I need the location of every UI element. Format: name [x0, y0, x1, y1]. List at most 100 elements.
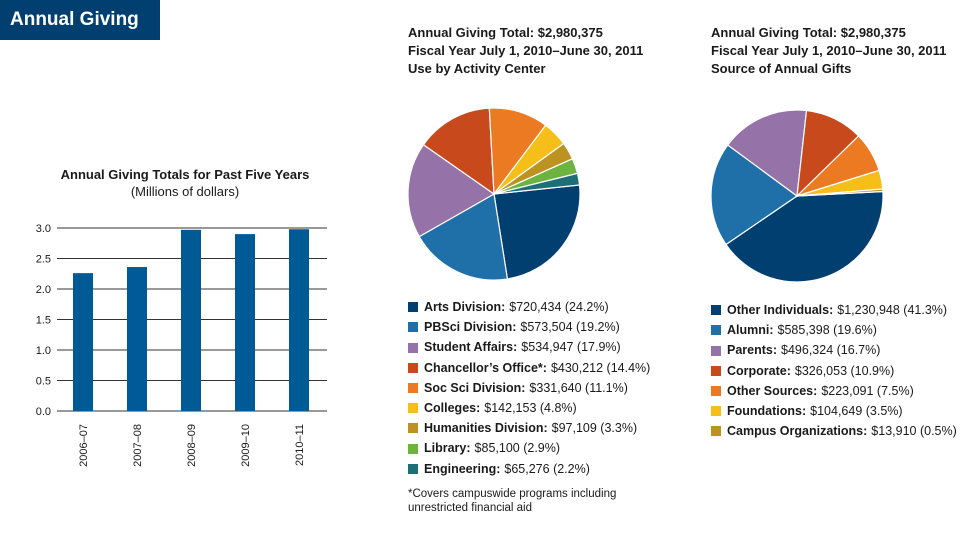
legend-label: Library: [424, 441, 471, 456]
legend-label: Alumni: [727, 323, 774, 338]
legend-label: Soc Sci Division: [424, 380, 526, 395]
legend-value: $97,109 (3.3%) [551, 421, 638, 436]
legend-label: Foundations: [727, 404, 807, 419]
bar [181, 229, 201, 411]
bar [289, 229, 309, 411]
pie2-heading-line: Source of Annual Gifts [711, 61, 852, 76]
legend-value: $430,212 (14.4%) [550, 360, 651, 375]
legend-label: Parents: [727, 343, 778, 358]
legend-value: $104,649 (3.5%) [810, 404, 903, 419]
pie-slice [493, 172, 581, 195]
legend-label: Campus Organizations: [727, 424, 868, 439]
legend-value: $496,324 (16.7%) [781, 343, 881, 358]
bar [235, 234, 255, 411]
bar-chart-title: Annual Giving Totals for Past Five Years [60, 167, 310, 182]
x-tick-label: 2010–11 [294, 424, 306, 466]
legend-item: Other Individuals: $1,230,948 (41.3%) [711, 300, 957, 320]
page-title-tab: Annual Giving [0, 0, 160, 40]
legend-value: $13,910 (0.5%) [871, 424, 957, 439]
legend-item: Arts Division: $720,434 (24.2%) [408, 297, 650, 317]
pie1-footnote: *Covers campuswide programs including un… [408, 488, 617, 514]
legend-swatch [711, 365, 721, 376]
y-tick-label: 2.5 [36, 254, 51, 266]
legend-item: PBSci Division: $573,504 (19.2%) [408, 317, 650, 337]
legend-swatch [711, 325, 721, 336]
legend-swatch [408, 302, 418, 313]
y-tick-label: 3.0 [36, 223, 51, 235]
pie2-heading: Annual Giving Total: $2,980,375 Fiscal Y… [711, 24, 946, 78]
legend-label: Engineering: [424, 461, 501, 476]
x-tick-label: 2006–07 [78, 424, 90, 467]
legend-item: Parents: $496,324 (16.7%) [711, 340, 957, 360]
pie1-heading-line: Annual Giving Total: $2,980,375 [408, 25, 603, 40]
legend-item: Soc Sci Division: $331,640 (11.1%) [408, 378, 650, 398]
legend-label: PBSci Division: [424, 320, 517, 335]
legend-label: Student Affairs: [424, 340, 518, 355]
pie-slice [710, 144, 799, 246]
legend-item: Engineering: $65,276 (2.2%) [408, 459, 650, 479]
pie-slice [422, 107, 495, 196]
pie-slice [493, 184, 581, 280]
y-tick-label: 1.5 [36, 315, 51, 327]
pie1-legend: Arts Division: $720,434 (24.2%) PBSci Divi… [408, 297, 650, 479]
legend-item: Library: $85,100 (2.9%) [408, 438, 650, 458]
legend-item: Humanities Division: $97,109 (3.3%) [408, 418, 650, 438]
y-tick-label: 1.0 [36, 345, 51, 357]
legend-value: $1,230,948 (41.3%) [837, 303, 948, 317]
y-tick-label: 0.5 [36, 376, 51, 388]
y-tick-label: 0.0 [36, 406, 51, 418]
legend-value: $331,640 (11.1%) [529, 380, 628, 395]
legend-value: $720,434 (24.2%) [509, 300, 609, 314]
legend-label: Arts Division: [424, 300, 506, 314]
legend-item: Student Affairs: $534,947 (17.9%) [408, 337, 650, 357]
legend-value: $585,398 (19.6%) [777, 323, 877, 338]
legend-label: Chancellor’s Office*: [424, 360, 547, 375]
pie1-heading-line: Use by Activity Center [408, 61, 546, 76]
pie2-legend: Other Individuals: $1,230,948 (41.3%) Alum… [711, 300, 957, 441]
pie2-heading-line: Fiscal Year July 1, 2010–June 30, 2011 [711, 43, 947, 58]
legend-value: $326,053 (10.9%) [794, 363, 895, 378]
legend-item: Chancellor’s Office*: $430,212 (14.4%) [408, 358, 650, 378]
pie2-heading-line: Annual Giving Total: $2,980,375 [711, 25, 906, 40]
legend-item: Other Sources: $223,091 (7.5%) [711, 381, 957, 401]
legend-swatch [408, 342, 418, 353]
pie-slice [796, 188, 884, 197]
legend-label: Colleges: [424, 401, 481, 416]
legend-label: Corporate: [727, 363, 791, 378]
x-tick-label: 2007–08 [132, 424, 144, 467]
legend-label: Humanities Division: [424, 421, 548, 436]
legend-label: Other Individuals: [727, 303, 834, 317]
bar [127, 267, 147, 411]
pie1-heading-line: Fiscal Year July 1, 2010–June 30, 2011 [408, 43, 644, 58]
bar-chart-subtitle: (Millions of dollars) [130, 184, 240, 199]
legend-label: Other Sources: [727, 383, 818, 398]
legend-value: $142,153 (4.8%) [484, 401, 577, 416]
pie-slice [407, 143, 496, 238]
bar [73, 273, 93, 411]
legend-swatch [408, 403, 418, 414]
legend-value: $534,947 (17.9%) [521, 340, 621, 355]
legend-swatch [711, 345, 721, 356]
pie-slice [726, 109, 808, 198]
legend-swatch [711, 385, 721, 396]
page-title: Annual Giving [10, 9, 139, 30]
legend-item: Foundations: $104,649 (3.5%) [711, 401, 957, 421]
x-tick-label: 2009–10 [240, 424, 252, 467]
y-tick-label: 2.0 [36, 284, 51, 296]
legend-item: Campus Organizations: $13,910 (0.5%) [711, 421, 957, 441]
legend-swatch [408, 362, 418, 373]
legend-value: $85,100 (2.9%) [474, 441, 561, 456]
legend-item: Colleges: $142,153 (4.8%) [408, 398, 650, 418]
legend-value: $573,504 (19.2%) [520, 320, 620, 335]
pie1-heading: Annual Giving Total: $2,980,375 Fiscal Y… [408, 24, 643, 78]
legend-item: Corporate: $326,053 (10.9%) [711, 361, 957, 381]
legend-swatch [711, 426, 721, 437]
pie-slice [725, 190, 884, 283]
legend-swatch [408, 382, 418, 393]
legend-item: Alumni: $585,398 (19.6%) [711, 320, 957, 340]
legend-swatch [711, 305, 721, 316]
legend-swatch [711, 406, 721, 417]
